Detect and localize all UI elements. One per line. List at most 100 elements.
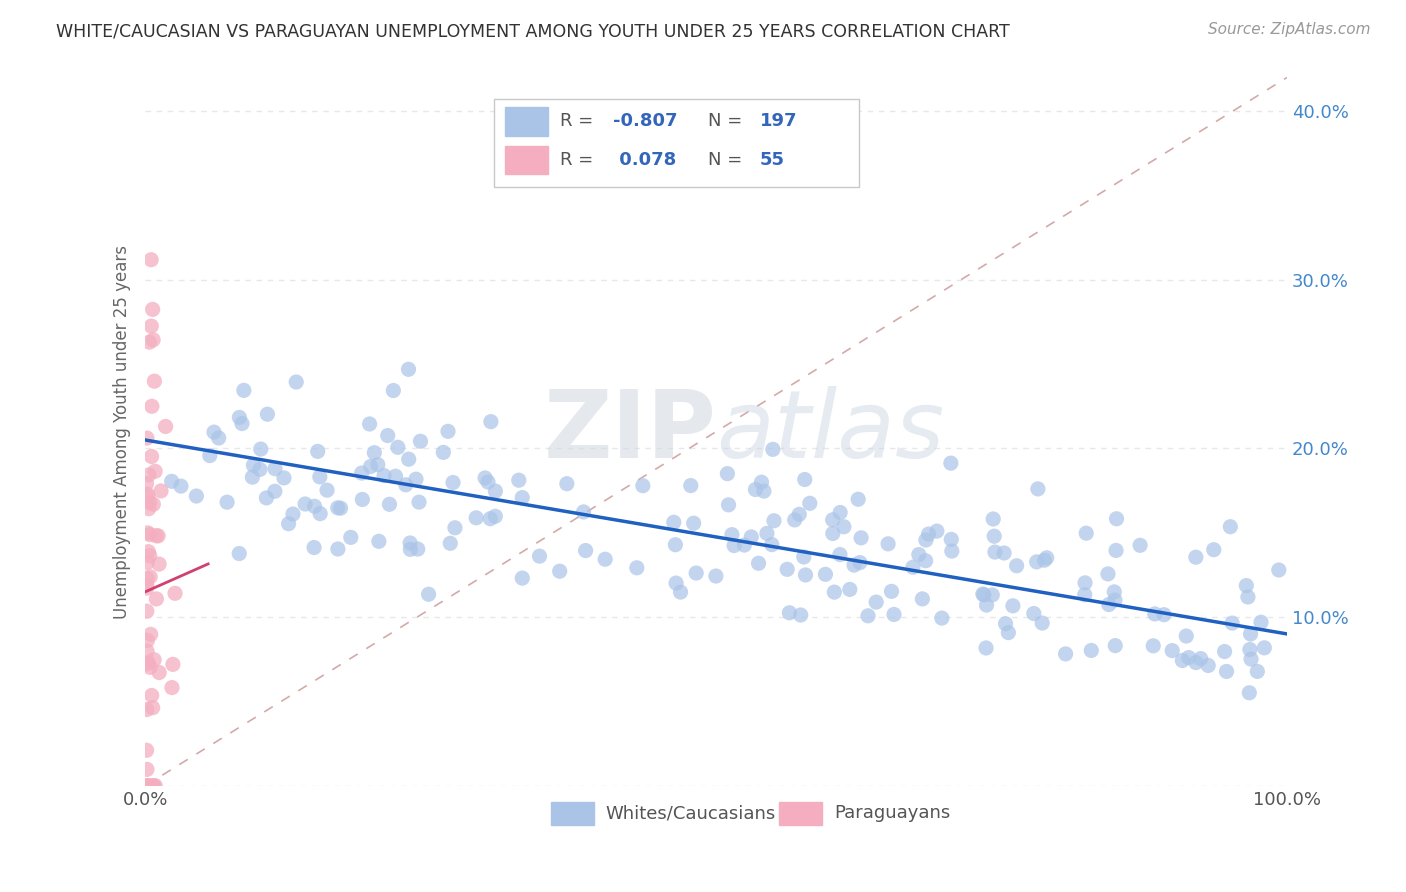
Point <box>1213 644 1236 658</box>
Point <box>139 627 162 641</box>
Point <box>264 461 287 475</box>
Point <box>907 548 929 562</box>
Point <box>1220 616 1243 631</box>
Point <box>479 415 502 429</box>
Point <box>138 544 160 558</box>
Point <box>1161 643 1184 657</box>
Point <box>941 533 963 547</box>
Point <box>484 509 506 524</box>
Point <box>1143 607 1166 621</box>
Point <box>477 475 499 489</box>
Point <box>136 525 159 540</box>
Point <box>1239 642 1261 657</box>
Point <box>1219 519 1241 533</box>
Point <box>575 543 598 558</box>
Point <box>146 529 169 543</box>
Point <box>150 483 173 498</box>
Point <box>138 467 160 482</box>
Point <box>254 491 277 505</box>
Point <box>740 530 762 544</box>
Point <box>1080 643 1102 657</box>
Point <box>842 558 865 573</box>
Point <box>1237 590 1260 604</box>
Point <box>717 498 740 512</box>
Point <box>249 462 271 476</box>
Point <box>1035 550 1057 565</box>
Point <box>418 587 440 601</box>
Point <box>141 689 163 703</box>
Point <box>432 445 454 459</box>
Point <box>309 507 332 521</box>
Point <box>981 512 1004 526</box>
Point <box>249 442 271 456</box>
Point <box>1177 650 1199 665</box>
Point <box>143 653 166 667</box>
Point <box>626 561 648 575</box>
Point <box>359 417 381 431</box>
Point <box>849 531 872 545</box>
Point <box>136 490 159 504</box>
Text: ZIP: ZIP <box>543 385 716 477</box>
Point <box>437 425 460 439</box>
Point <box>669 585 692 599</box>
Point <box>830 506 852 520</box>
Text: 197: 197 <box>759 112 797 130</box>
Point <box>350 466 373 480</box>
Point <box>202 425 225 439</box>
Point <box>1033 553 1056 567</box>
Text: R =: R = <box>560 152 599 169</box>
Point <box>160 475 183 489</box>
Point <box>138 779 160 793</box>
Text: WHITE/CAUCASIAN VS PARAGUAYAN UNEMPLOYMENT AMONG YOUTH UNDER 25 YEARS CORRELATIO: WHITE/CAUCASIAN VS PARAGUAYAN UNEMPLOYME… <box>56 22 1010 40</box>
Point <box>232 384 254 398</box>
Point <box>139 527 162 541</box>
Point <box>186 489 208 503</box>
Point <box>1031 615 1053 630</box>
Point <box>838 582 860 597</box>
Point <box>139 570 162 584</box>
Point <box>799 496 821 510</box>
Point <box>748 556 770 570</box>
Point <box>1076 526 1098 541</box>
Point <box>304 500 326 514</box>
Point <box>160 681 183 695</box>
Text: Whites/Caucasians: Whites/Caucasians <box>606 805 776 822</box>
Point <box>508 473 530 487</box>
Point <box>778 606 800 620</box>
Point <box>976 598 998 612</box>
Point <box>877 537 900 551</box>
Point <box>901 560 924 574</box>
Point <box>972 587 994 601</box>
Point <box>142 302 165 317</box>
Point <box>382 384 405 398</box>
Point <box>997 625 1019 640</box>
Point <box>439 536 461 550</box>
Point <box>716 467 738 481</box>
Point <box>135 604 157 618</box>
Point <box>793 473 815 487</box>
Point <box>593 552 616 566</box>
Point <box>408 495 430 509</box>
Point <box>377 428 399 442</box>
Point <box>285 375 308 389</box>
Point <box>326 500 349 515</box>
Point <box>340 530 363 544</box>
Point <box>307 444 329 458</box>
Text: atlas: atlas <box>716 386 945 477</box>
Point <box>1246 665 1268 679</box>
Point <box>155 419 177 434</box>
Point <box>145 591 167 606</box>
Point <box>135 578 157 592</box>
Point <box>787 508 810 522</box>
Point <box>138 495 160 509</box>
Point <box>865 595 887 609</box>
Point <box>141 450 163 464</box>
Point <box>939 456 962 470</box>
Point <box>1185 656 1208 670</box>
Point <box>665 576 688 591</box>
Point <box>744 483 766 497</box>
Point <box>783 513 806 527</box>
Point <box>723 539 745 553</box>
Point <box>136 656 159 670</box>
Point <box>1129 538 1152 552</box>
